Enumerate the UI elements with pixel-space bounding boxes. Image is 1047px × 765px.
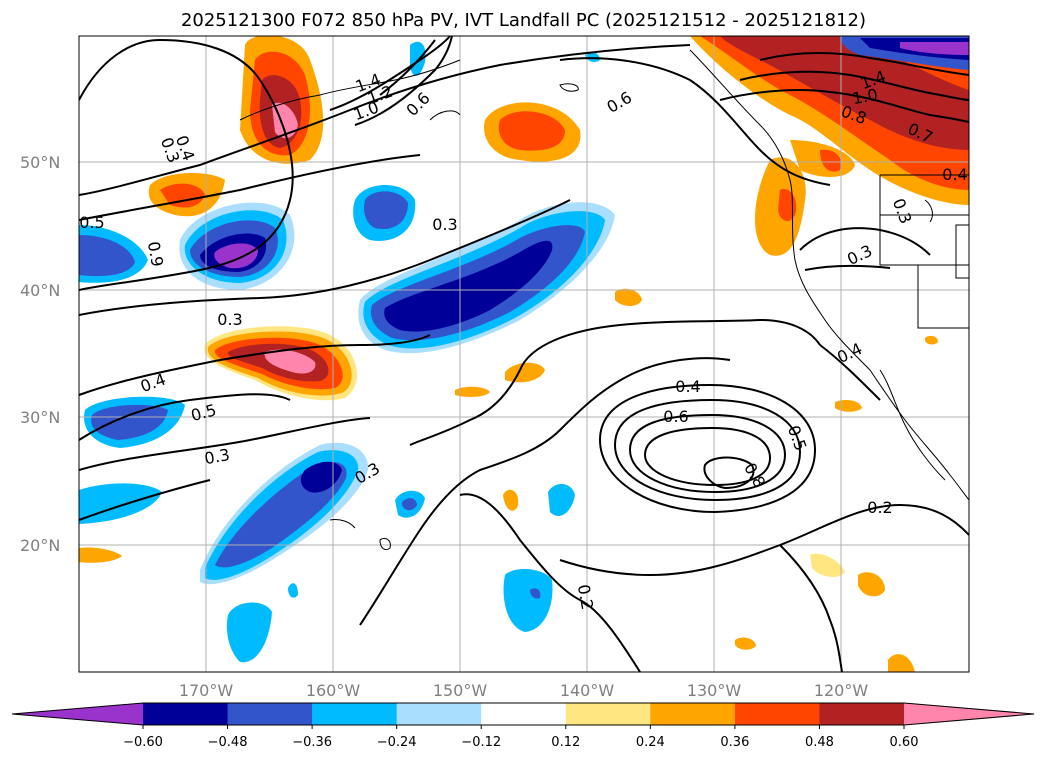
colorbar-segment — [565, 703, 651, 725]
colorbar-tick-label: −0.36 — [292, 735, 332, 750]
contour-label: 0.5 — [79, 213, 104, 232]
contour-label: 0.3 — [432, 215, 457, 234]
contour-label: 0.2 — [867, 498, 892, 517]
colorbar-segment — [904, 703, 1034, 725]
lon-label: 130°W — [687, 681, 742, 700]
colorbar-segment — [143, 703, 229, 725]
colorbar-segment — [819, 703, 905, 725]
lat-label: 20°N — [20, 536, 60, 555]
colorbar-tick-label: 0.48 — [805, 735, 834, 750]
lon-label: 120°W — [814, 681, 869, 700]
colorbar-segment — [396, 703, 482, 725]
map-frame — [78, 35, 970, 673]
contour-label: 0.4 — [675, 377, 700, 396]
lat-label: 40°N — [20, 281, 60, 300]
colorbar-tick-label: −0.24 — [377, 735, 417, 750]
shaded-anomalies — [79, 36, 969, 672]
colorbar-tick-label: 0.60 — [890, 735, 919, 750]
contour-label: 0.6 — [663, 407, 688, 426]
contour-label: 0.2 — [574, 583, 597, 611]
colorbar-segment — [312, 703, 398, 725]
lat-labels: 50°N 40°N 30°N 20°N — [20, 153, 60, 555]
colorbar-tick-label: 0.36 — [720, 735, 749, 750]
colorbar-segment — [650, 703, 736, 725]
colorbar-tick-label: −0.12 — [461, 735, 501, 750]
lon-label: 170°W — [179, 681, 234, 700]
contour-label: 0.3 — [203, 445, 231, 468]
contour-label: 0.9 — [144, 240, 167, 268]
map-plot-area: 0.3 0.4 0.5 0.9 0.3 0.4 0.5 0.3 1.4 1.2 … — [79, 36, 969, 672]
lon-labels: 170°W 160°W 150°W 140°W 130°W 120°W — [179, 681, 869, 700]
colorbar-segment — [12, 703, 143, 725]
lon-label: 160°W — [306, 681, 361, 700]
lon-label: 150°W — [433, 681, 488, 700]
lon-label: 140°W — [560, 681, 615, 700]
colorbar-segment — [481, 703, 567, 725]
lat-label: 30°N — [20, 408, 60, 427]
lat-label: 50°N — [20, 153, 60, 172]
colorbar-tick-label: 0.12 — [551, 735, 580, 750]
colorbar-tick-label: −0.48 — [208, 735, 248, 750]
coastlines — [239, 49, 969, 551]
colorbar-segment — [734, 703, 820, 725]
contour-lines — [79, 36, 969, 672]
colorbar: −0.60 −0.48 −0.36 −0.24 −0.12 0.12 0.24 0.36 0.4… — [11, 702, 1035, 750]
contour-label: 0.4 — [942, 165, 967, 184]
contour-label: 0.3 — [217, 310, 242, 329]
colorbar-segment — [227, 703, 313, 725]
contour-label: 1.0 — [851, 85, 879, 108]
colorbar-tick-label: 0.24 — [636, 735, 665, 750]
colorbar-tick-label: −0.60 — [123, 735, 163, 750]
map-title: 2025121300 F072 850 hPa PV, IVT Landfall… — [180, 10, 867, 31]
